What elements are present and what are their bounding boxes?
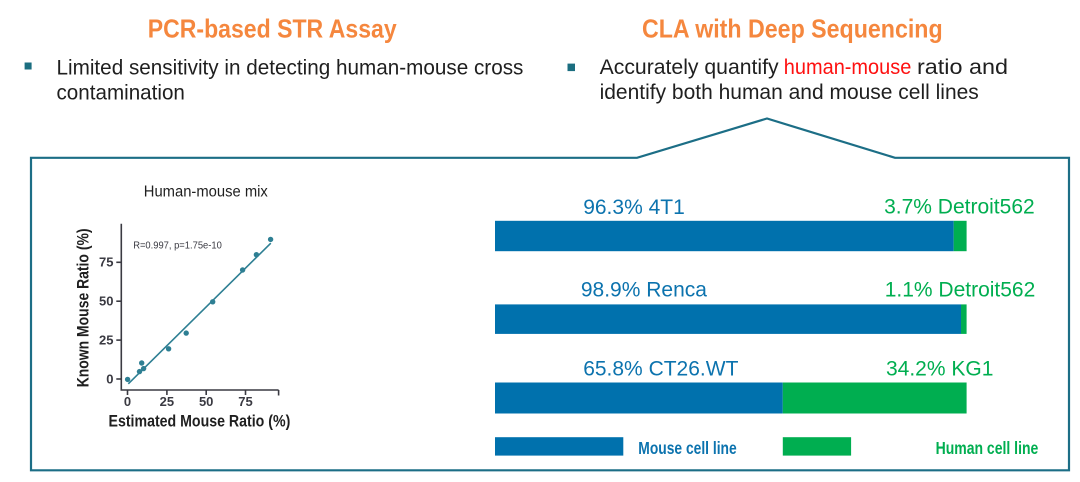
svg-text:Limited sensitivity in detecti: Limited sensitivity in detecting human-m… (57, 56, 524, 79)
svg-text:Mouse cell line: Mouse cell line (638, 438, 737, 458)
svg-text:3.7% Detroit562: 3.7% Detroit562 (884, 196, 1035, 219)
svg-text:Human-mouse mix: Human-mouse mix (144, 184, 268, 201)
svg-text:R=0.997, p=1.75e-10: R=0.997, p=1.75e-10 (133, 240, 222, 252)
svg-text:Accurately quantify: Accurately quantify (600, 56, 779, 79)
svg-text:98.9% Renca: 98.9% Renca (581, 279, 707, 302)
svg-text:75: 75 (238, 394, 252, 409)
svg-text:PCR-based STR Assay: PCR-based STR Assay (148, 13, 397, 43)
svg-text:65.8% CT26.WT: 65.8% CT26.WT (583, 358, 738, 381)
svg-text:Known Mouse Ratio (%): Known Mouse Ratio (%) (74, 229, 93, 388)
svg-text:25: 25 (160, 394, 174, 409)
svg-text:75: 75 (99, 255, 113, 270)
svg-text:96.3% 4T1: 96.3% 4T1 (583, 196, 685, 219)
svg-text:34.2% KG1: 34.2% KG1 (886, 358, 993, 381)
svg-text:Human cell line: Human cell line (936, 438, 1039, 458)
svg-text:50: 50 (99, 294, 113, 309)
svg-text:0: 0 (124, 394, 131, 409)
svg-text:25: 25 (99, 333, 113, 348)
svg-text:human-mouse: human-mouse (784, 56, 912, 79)
svg-text:Estimated Mouse Ratio (%): Estimated Mouse Ratio (%) (109, 411, 291, 430)
svg-text:identify both human and mouse: identify both human and mouse cell lines (600, 81, 979, 104)
svg-text:CLA with Deep Sequencing: CLA with Deep Sequencing (642, 13, 943, 43)
svg-text:1.1% Detroit562: 1.1% Detroit562 (885, 279, 1036, 302)
svg-text:0: 0 (106, 371, 113, 386)
svg-text:ratio and: ratio and (917, 56, 1008, 79)
svg-text:contamination: contamination (57, 82, 185, 105)
svg-text:50: 50 (199, 394, 213, 409)
